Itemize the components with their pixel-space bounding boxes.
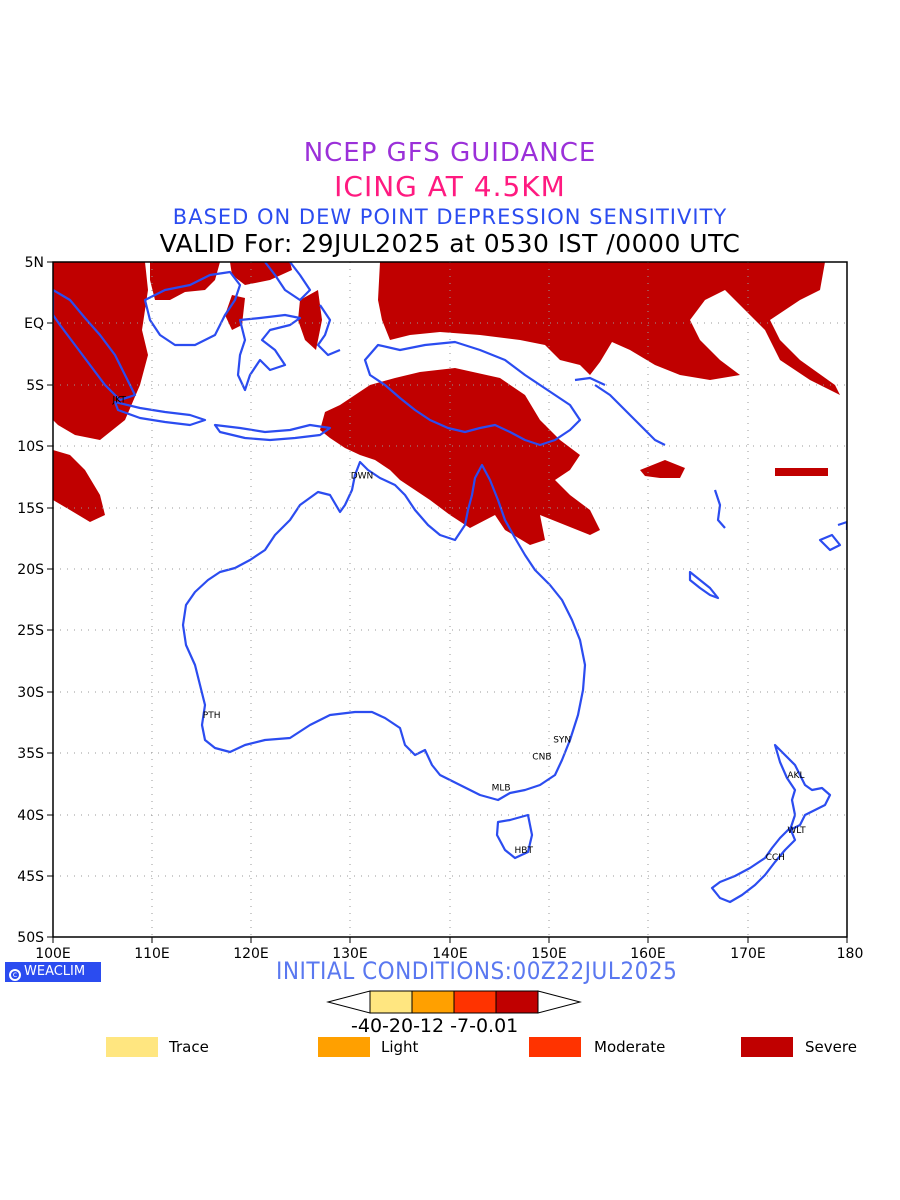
lat-label: 50S bbox=[17, 930, 44, 946]
lon-label: 120E bbox=[233, 946, 269, 962]
station-label-akl: AKL bbox=[787, 771, 804, 781]
colorbar-labels: -40-20-12 -7-0.01 bbox=[351, 1015, 519, 1037]
station-label-dwn: DWN bbox=[351, 472, 374, 482]
lat-label: 45S bbox=[17, 869, 44, 885]
station-label-mlb: MLB bbox=[492, 783, 511, 793]
lon-label: 130E bbox=[332, 946, 368, 962]
lat-label: 40S bbox=[17, 808, 44, 824]
station-label-syn: SYN bbox=[553, 735, 571, 745]
copyright-icon: c bbox=[9, 969, 21, 981]
lon-label: 100E bbox=[35, 946, 71, 962]
title-line-2: ICING AT 4.5KM bbox=[334, 170, 566, 203]
legend-swatch-trace bbox=[106, 1037, 158, 1057]
lat-label: 20S bbox=[17, 562, 44, 578]
colorbar-trace bbox=[369, 990, 413, 1014]
axis-ticks bbox=[47, 261, 848, 943]
weaclim-logo: c WEACLIM bbox=[5, 962, 101, 982]
legend-label-moderate: Moderate bbox=[594, 1038, 666, 1056]
lat-label: 30S bbox=[17, 685, 44, 701]
lat-label: EQ bbox=[24, 316, 44, 332]
logo-text: WEACLIM bbox=[24, 964, 86, 979]
station-label-jkt: JKT bbox=[112, 396, 127, 406]
lon-label: 180 bbox=[837, 946, 864, 962]
lat-label: 5S bbox=[26, 378, 44, 394]
valid-time: VALID For: 29JUL2025 at 0530 IST /0000 U… bbox=[159, 229, 741, 258]
legend-label-severe: Severe bbox=[805, 1038, 857, 1056]
legend-swatch-moderate bbox=[529, 1037, 581, 1057]
lat-label: 25S bbox=[17, 623, 44, 639]
title-line-3: BASED ON DEW POINT DEPRESSION SENSITIVIT… bbox=[172, 205, 728, 229]
legend-swatch-light bbox=[318, 1037, 370, 1057]
coastlines bbox=[53, 262, 847, 904]
severe-icing-areas bbox=[53, 262, 840, 545]
lon-label: 140E bbox=[432, 946, 468, 962]
lon-label: 160E bbox=[630, 946, 666, 962]
colorbar bbox=[326, 990, 582, 1014]
legend-label-light: Light bbox=[381, 1038, 419, 1056]
station-label-pth: PTH bbox=[203, 711, 221, 721]
lat-label: 35S bbox=[17, 746, 44, 762]
colorbar-severe bbox=[495, 990, 539, 1014]
colorbar-high-arrow bbox=[537, 990, 582, 1014]
lon-label: 150E bbox=[531, 946, 567, 962]
colorbar-moderate bbox=[453, 990, 497, 1014]
lon-label: 110E bbox=[134, 946, 170, 962]
map-border bbox=[52, 261, 848, 938]
lat-label: 5N bbox=[25, 255, 44, 271]
title-line-1: NCEP GFS GUIDANCE bbox=[303, 138, 597, 168]
lon-label: 170E bbox=[730, 946, 766, 962]
graticule bbox=[53, 262, 847, 937]
lat-label: 10S bbox=[17, 439, 44, 455]
legend-swatch-severe bbox=[741, 1037, 793, 1057]
station-label-hbt: HBT bbox=[515, 846, 534, 856]
lat-label: 15S bbox=[17, 501, 44, 517]
colorbar-light bbox=[411, 990, 455, 1014]
station-label-cch: CCH bbox=[766, 853, 785, 863]
legend-label-trace: Trace bbox=[169, 1038, 209, 1056]
station-label-cnb: CNB bbox=[532, 753, 551, 763]
colorbar-low-arrow bbox=[326, 990, 371, 1014]
station-label-wlt: WLT bbox=[787, 826, 806, 836]
initial-conditions: INITIAL CONDITIONS:00Z22JUL2025 bbox=[276, 957, 678, 985]
